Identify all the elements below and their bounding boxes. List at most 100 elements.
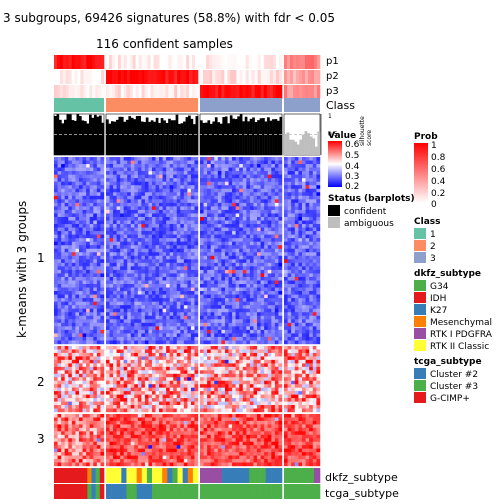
heatmap-cell xyxy=(113,192,117,197)
heatmap-cell xyxy=(137,266,142,271)
heatmap-cell xyxy=(57,336,62,341)
prob-cell xyxy=(263,70,268,84)
heatmap-cell xyxy=(127,352,131,357)
heatmap-cell xyxy=(100,157,105,161)
heatmap-cell xyxy=(180,164,185,168)
heatmap-cell xyxy=(200,280,204,285)
heatmap-cell xyxy=(176,308,181,313)
heatmap-cell xyxy=(210,167,215,172)
heatmap-cell xyxy=(113,273,117,278)
prob-cell xyxy=(89,85,93,99)
prob-cell xyxy=(284,85,288,99)
heatmap-cell xyxy=(127,213,131,218)
heatmap-cell xyxy=(305,185,310,189)
heatmap-cell xyxy=(82,234,87,239)
heatmap-cell xyxy=(210,209,215,214)
heatmap-cell xyxy=(141,209,146,214)
heatmap-cell xyxy=(183,312,188,316)
prob-cell xyxy=(302,70,306,84)
heatmap-cell xyxy=(113,216,117,221)
heatmap-cell xyxy=(134,408,139,413)
prob-cell xyxy=(71,85,75,99)
heatmap-cell xyxy=(113,248,117,253)
heatmap-cell xyxy=(152,220,156,225)
heatmap-cell xyxy=(130,216,135,221)
heatmap-cell xyxy=(235,213,240,218)
heatmap-cell xyxy=(217,322,222,327)
heatmap-cell xyxy=(166,398,170,402)
heatmap-cell xyxy=(71,387,76,392)
heatmap-cell xyxy=(287,181,292,186)
heatmap-cell xyxy=(79,398,83,402)
prob-cell xyxy=(86,70,90,84)
heatmap-cell xyxy=(162,209,167,214)
heatmap-cell xyxy=(207,287,211,292)
heatmap-cell xyxy=(242,248,247,253)
heatmap-cell xyxy=(271,266,276,271)
heatmap-cell xyxy=(232,259,236,264)
heatmap-cell xyxy=(61,199,65,204)
heatmap-cell xyxy=(141,384,146,388)
prob-cell xyxy=(95,55,99,69)
heatmap-cell xyxy=(214,298,219,302)
heatmap-cell xyxy=(141,192,146,197)
heatmap-cell xyxy=(278,298,283,302)
heatmap-cell xyxy=(54,273,58,278)
heatmap-cell xyxy=(120,370,124,374)
heatmap-cell xyxy=(71,329,76,334)
prob-cell xyxy=(123,70,128,84)
heatmap-cell xyxy=(287,305,292,309)
heatmap-cell xyxy=(305,333,310,338)
heatmap-cell xyxy=(271,178,276,182)
heatmap-cell xyxy=(194,192,199,197)
heatmap-cell xyxy=(89,202,94,207)
row-title: k-means with 3 groups xyxy=(15,201,29,338)
prob-cell xyxy=(159,85,163,99)
heatmap-cell xyxy=(116,326,121,331)
heatmap-cell xyxy=(316,181,321,186)
heatmap-cell xyxy=(71,178,76,182)
heatmap-cell xyxy=(217,238,222,242)
heatmap-cell xyxy=(312,333,317,338)
heatmap-cell xyxy=(82,252,87,256)
heatmap-cell xyxy=(75,269,80,274)
heatmap-cell xyxy=(130,352,135,357)
heatmap-cell xyxy=(93,329,98,334)
heatmap-cell xyxy=(183,276,188,281)
heatmap-cell xyxy=(242,322,247,327)
heatmap-cell xyxy=(54,241,58,246)
heatmap-cell xyxy=(61,216,65,221)
heatmap-cell xyxy=(71,373,76,378)
heatmap-cell xyxy=(96,241,101,246)
heatmap-cell xyxy=(302,252,306,256)
heatmap-cell xyxy=(194,356,199,361)
heatmap-cell xyxy=(113,178,117,182)
heatmap-cell xyxy=(284,202,288,207)
heatmap-cell xyxy=(61,322,65,327)
heatmap-cell xyxy=(183,245,188,249)
heatmap-cell xyxy=(134,192,139,197)
heatmap-cell xyxy=(180,273,185,278)
heatmap-cell xyxy=(302,315,306,320)
heatmap-cell xyxy=(155,220,160,225)
heatmap-cell xyxy=(264,178,268,182)
heatmap-cell xyxy=(169,352,174,357)
heatmap-cell xyxy=(159,294,163,299)
heatmap-cell xyxy=(190,209,195,214)
heatmap-cell xyxy=(232,322,236,327)
heatmap-cell xyxy=(224,287,229,292)
heatmap-cell xyxy=(264,319,268,324)
heatmap-cell xyxy=(309,273,313,278)
silhouette-bar xyxy=(178,123,181,155)
heatmap-cell xyxy=(260,308,265,313)
heatmap-cell xyxy=(137,157,142,161)
heatmap-cell xyxy=(86,157,90,161)
heatmap-cell xyxy=(239,231,243,235)
heatmap-cell xyxy=(134,280,139,285)
heatmap-cell xyxy=(166,387,170,392)
heatmap-cell xyxy=(312,308,317,313)
heatmap-cell xyxy=(130,266,135,271)
heatmap-cell xyxy=(242,174,247,179)
heatmap-cell xyxy=(284,195,288,200)
heatmap-cell xyxy=(127,291,131,295)
